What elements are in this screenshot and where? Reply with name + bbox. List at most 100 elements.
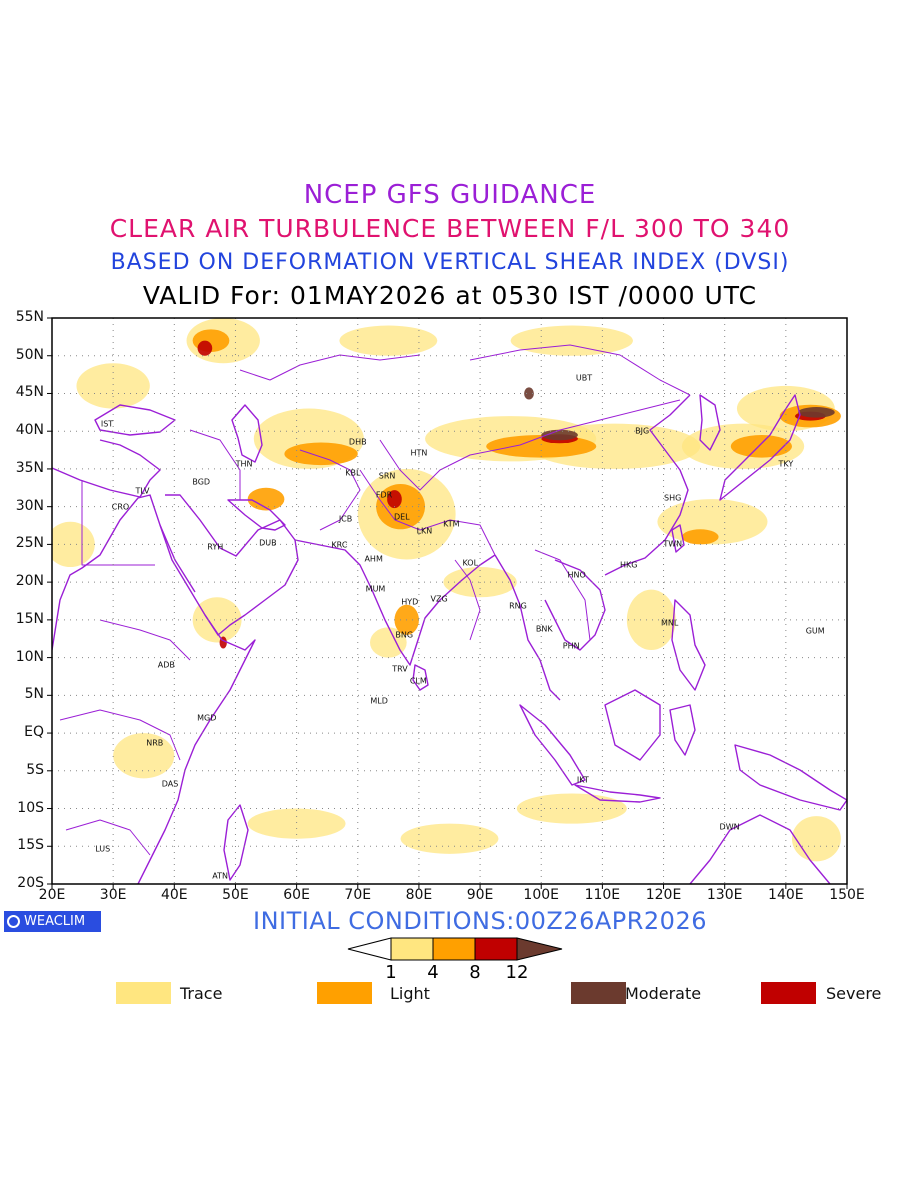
- colorbar-label: 8: [469, 962, 481, 983]
- madagascar-coast: [223, 804, 249, 881]
- turbulence-trace-area: [247, 808, 346, 839]
- lon-label: 110E: [584, 887, 621, 903]
- city-label: BNG: [395, 630, 414, 640]
- city-label: HKG: [619, 560, 638, 570]
- java-coast: [574, 784, 661, 803]
- lon-label: 150E: [829, 887, 865, 903]
- lat-label: 20S: [17, 875, 44, 891]
- turbulence-trace-area: [510, 325, 633, 356]
- city-label: MGD: [197, 713, 217, 723]
- turbulence-light-area: [247, 487, 285, 511]
- map-frame: [51, 317, 848, 885]
- city-label: KTM: [443, 519, 460, 529]
- city-label: DUB: [259, 538, 277, 548]
- lon-label: 130E: [706, 887, 743, 903]
- city-label: TKY: [778, 459, 794, 469]
- colorbar-over-arrow: [516, 937, 563, 961]
- city-label: IST: [100, 419, 114, 429]
- colorbar-label: 12: [505, 962, 529, 983]
- border: [299, 449, 361, 531]
- red-sea-coast: [159, 524, 196, 593]
- lon-label: 90E: [466, 887, 494, 903]
- turbulence-severe-area: [387, 490, 402, 509]
- turbulence-light-area: [730, 434, 792, 458]
- new-guinea-coast: [734, 744, 847, 811]
- badge-label: WEACLIM: [24, 914, 86, 929]
- lon-label: 40E: [160, 887, 188, 903]
- border: [469, 344, 691, 396]
- mediterranean-coast: [52, 439, 161, 498]
- turbulence-light-area: [284, 442, 358, 466]
- city-label: RNG: [509, 601, 527, 611]
- lon-label: 70E: [344, 887, 372, 903]
- colorbar-severe: [474, 937, 518, 961]
- city-label: ATN: [212, 871, 229, 881]
- city-label: MUM: [365, 584, 386, 594]
- turbulence-light-area: [681, 529, 719, 545]
- turbulence-trace-area: [400, 823, 499, 854]
- city-label: DEL: [393, 512, 410, 522]
- city-label: BNK: [535, 624, 553, 634]
- lat-label: 55N: [15, 309, 44, 325]
- persian-gulf-coast: [227, 499, 286, 531]
- city-label: CLM: [409, 676, 427, 686]
- valid-time: VALID For: 01MAY2026 at 0530 IST /0000 U…: [142, 281, 758, 310]
- turbulence-trace-area: [370, 627, 407, 658]
- china-coast: [604, 394, 691, 576]
- legend-swatch-light: [317, 982, 372, 1004]
- lat-label: 20N: [15, 573, 44, 590]
- border: [534, 549, 591, 641]
- lon-label: 50E: [222, 887, 249, 903]
- border: [99, 619, 191, 661]
- turbulence-trace-area: [791, 816, 841, 862]
- border: [59, 709, 181, 761]
- taiwan-coast: [671, 524, 685, 553]
- city-label: MLD: [370, 696, 388, 706]
- colorbar-under-arrow: [347, 937, 392, 961]
- city-label: TLV: [135, 486, 150, 496]
- city-label: TRV: [392, 664, 408, 674]
- city-label: SHG: [664, 493, 682, 503]
- lat-label: 25N: [15, 535, 44, 552]
- city-label: DWN: [719, 822, 740, 832]
- lat-label: 15N: [15, 610, 44, 627]
- index-subtitle: BASED ON DEFORMATION VERTICAL SHEAR INDE…: [110, 250, 790, 275]
- lon-label: 60E: [283, 887, 310, 903]
- lat-label: 50N: [15, 346, 44, 363]
- lon-label: 30E: [99, 887, 127, 903]
- sulawesi-coast: [669, 704, 696, 756]
- lon-label: 100E: [523, 887, 559, 903]
- city-label: HTN: [410, 448, 428, 458]
- city-label: JCB: [338, 514, 353, 524]
- city-label: AHM: [364, 554, 383, 564]
- philippines-coast: [671, 599, 706, 691]
- lat-label: 5S: [26, 761, 44, 778]
- legend-swatch-trace: [116, 982, 171, 1004]
- turbulence-trace-area: [192, 597, 242, 643]
- city-label: LKN: [416, 526, 433, 536]
- korea-coast: [699, 394, 721, 451]
- city-label: TWN: [663, 539, 683, 549]
- myanmar-coast: [494, 554, 561, 701]
- turbulence-trace-area: [516, 793, 627, 824]
- turbulence-trace-area: [52, 521, 95, 568]
- lat-label: 15S: [17, 837, 44, 854]
- turbulence-moderate-area: [798, 407, 835, 418]
- city-label: LUS: [95, 844, 111, 854]
- border: [359, 469, 496, 556]
- initial-conditions: INITIAL CONDITIONS:00Z26APR2026: [253, 907, 707, 935]
- colorbar-trace: [390, 937, 434, 961]
- lon-label: 140E: [768, 887, 804, 903]
- weaclim-badge: WEACLIM: [4, 911, 101, 932]
- city-label: PHN: [562, 641, 580, 651]
- lat-label: 5N: [24, 686, 44, 703]
- sumatra-coast: [519, 704, 586, 786]
- city-label: BGD: [192, 477, 211, 487]
- turbulence-trace-area: [339, 325, 438, 356]
- city-label: BJG: [635, 426, 650, 436]
- india-coastline: [294, 539, 496, 666]
- city-label: FDR: [375, 490, 393, 500]
- legend-swatch-moderate: [571, 982, 626, 1004]
- legend-label-light: Light: [390, 984, 430, 1003]
